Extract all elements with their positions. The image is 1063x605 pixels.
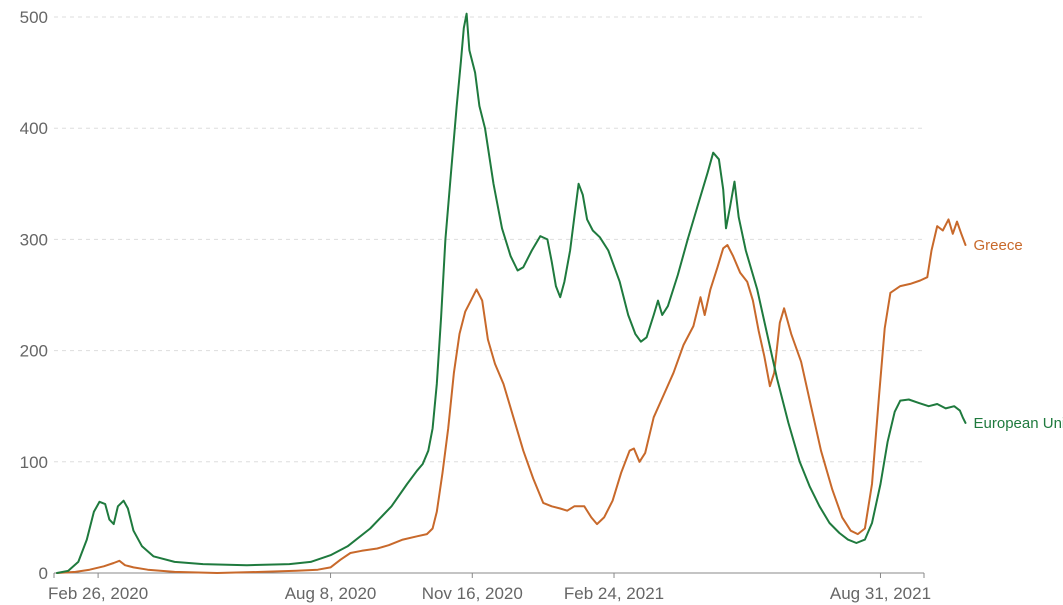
series-line-greece [56,218,967,574]
series-label-european-union: European Union [974,415,1063,432]
series-label-greece: Greece [974,237,1023,254]
y-tick-label-500: 500 [20,8,48,27]
x-tick-label-2: Nov 16, 2020 [422,584,523,603]
y-tick-label-0: 0 [39,564,48,583]
x-tick-label-3: Feb 24, 2021 [564,584,664,603]
series-lines [56,12,967,574]
x-tick-label-4: Aug 31, 2021 [830,584,931,603]
series-line-european-union [56,12,967,574]
x-tick-label-1: Aug 8, 2020 [285,584,377,603]
y-tick-label-100: 100 [20,453,48,472]
y-axis-tick-labels: 0 100 200 300 400 500 [20,8,48,583]
y-tick-label-200: 200 [20,342,48,361]
y-tick-label-400: 400 [20,119,48,138]
y-tick-label-300: 300 [20,230,48,249]
x-tick-label-0: Feb 26, 2020 [48,584,148,603]
grid-lines [54,16,924,463]
series-labels: European Union Greece [974,237,1063,432]
x-axis-ticks: Feb 26, 2020 Aug 8, 2020 Nov 16, 2020 Feb 2… [48,573,931,603]
